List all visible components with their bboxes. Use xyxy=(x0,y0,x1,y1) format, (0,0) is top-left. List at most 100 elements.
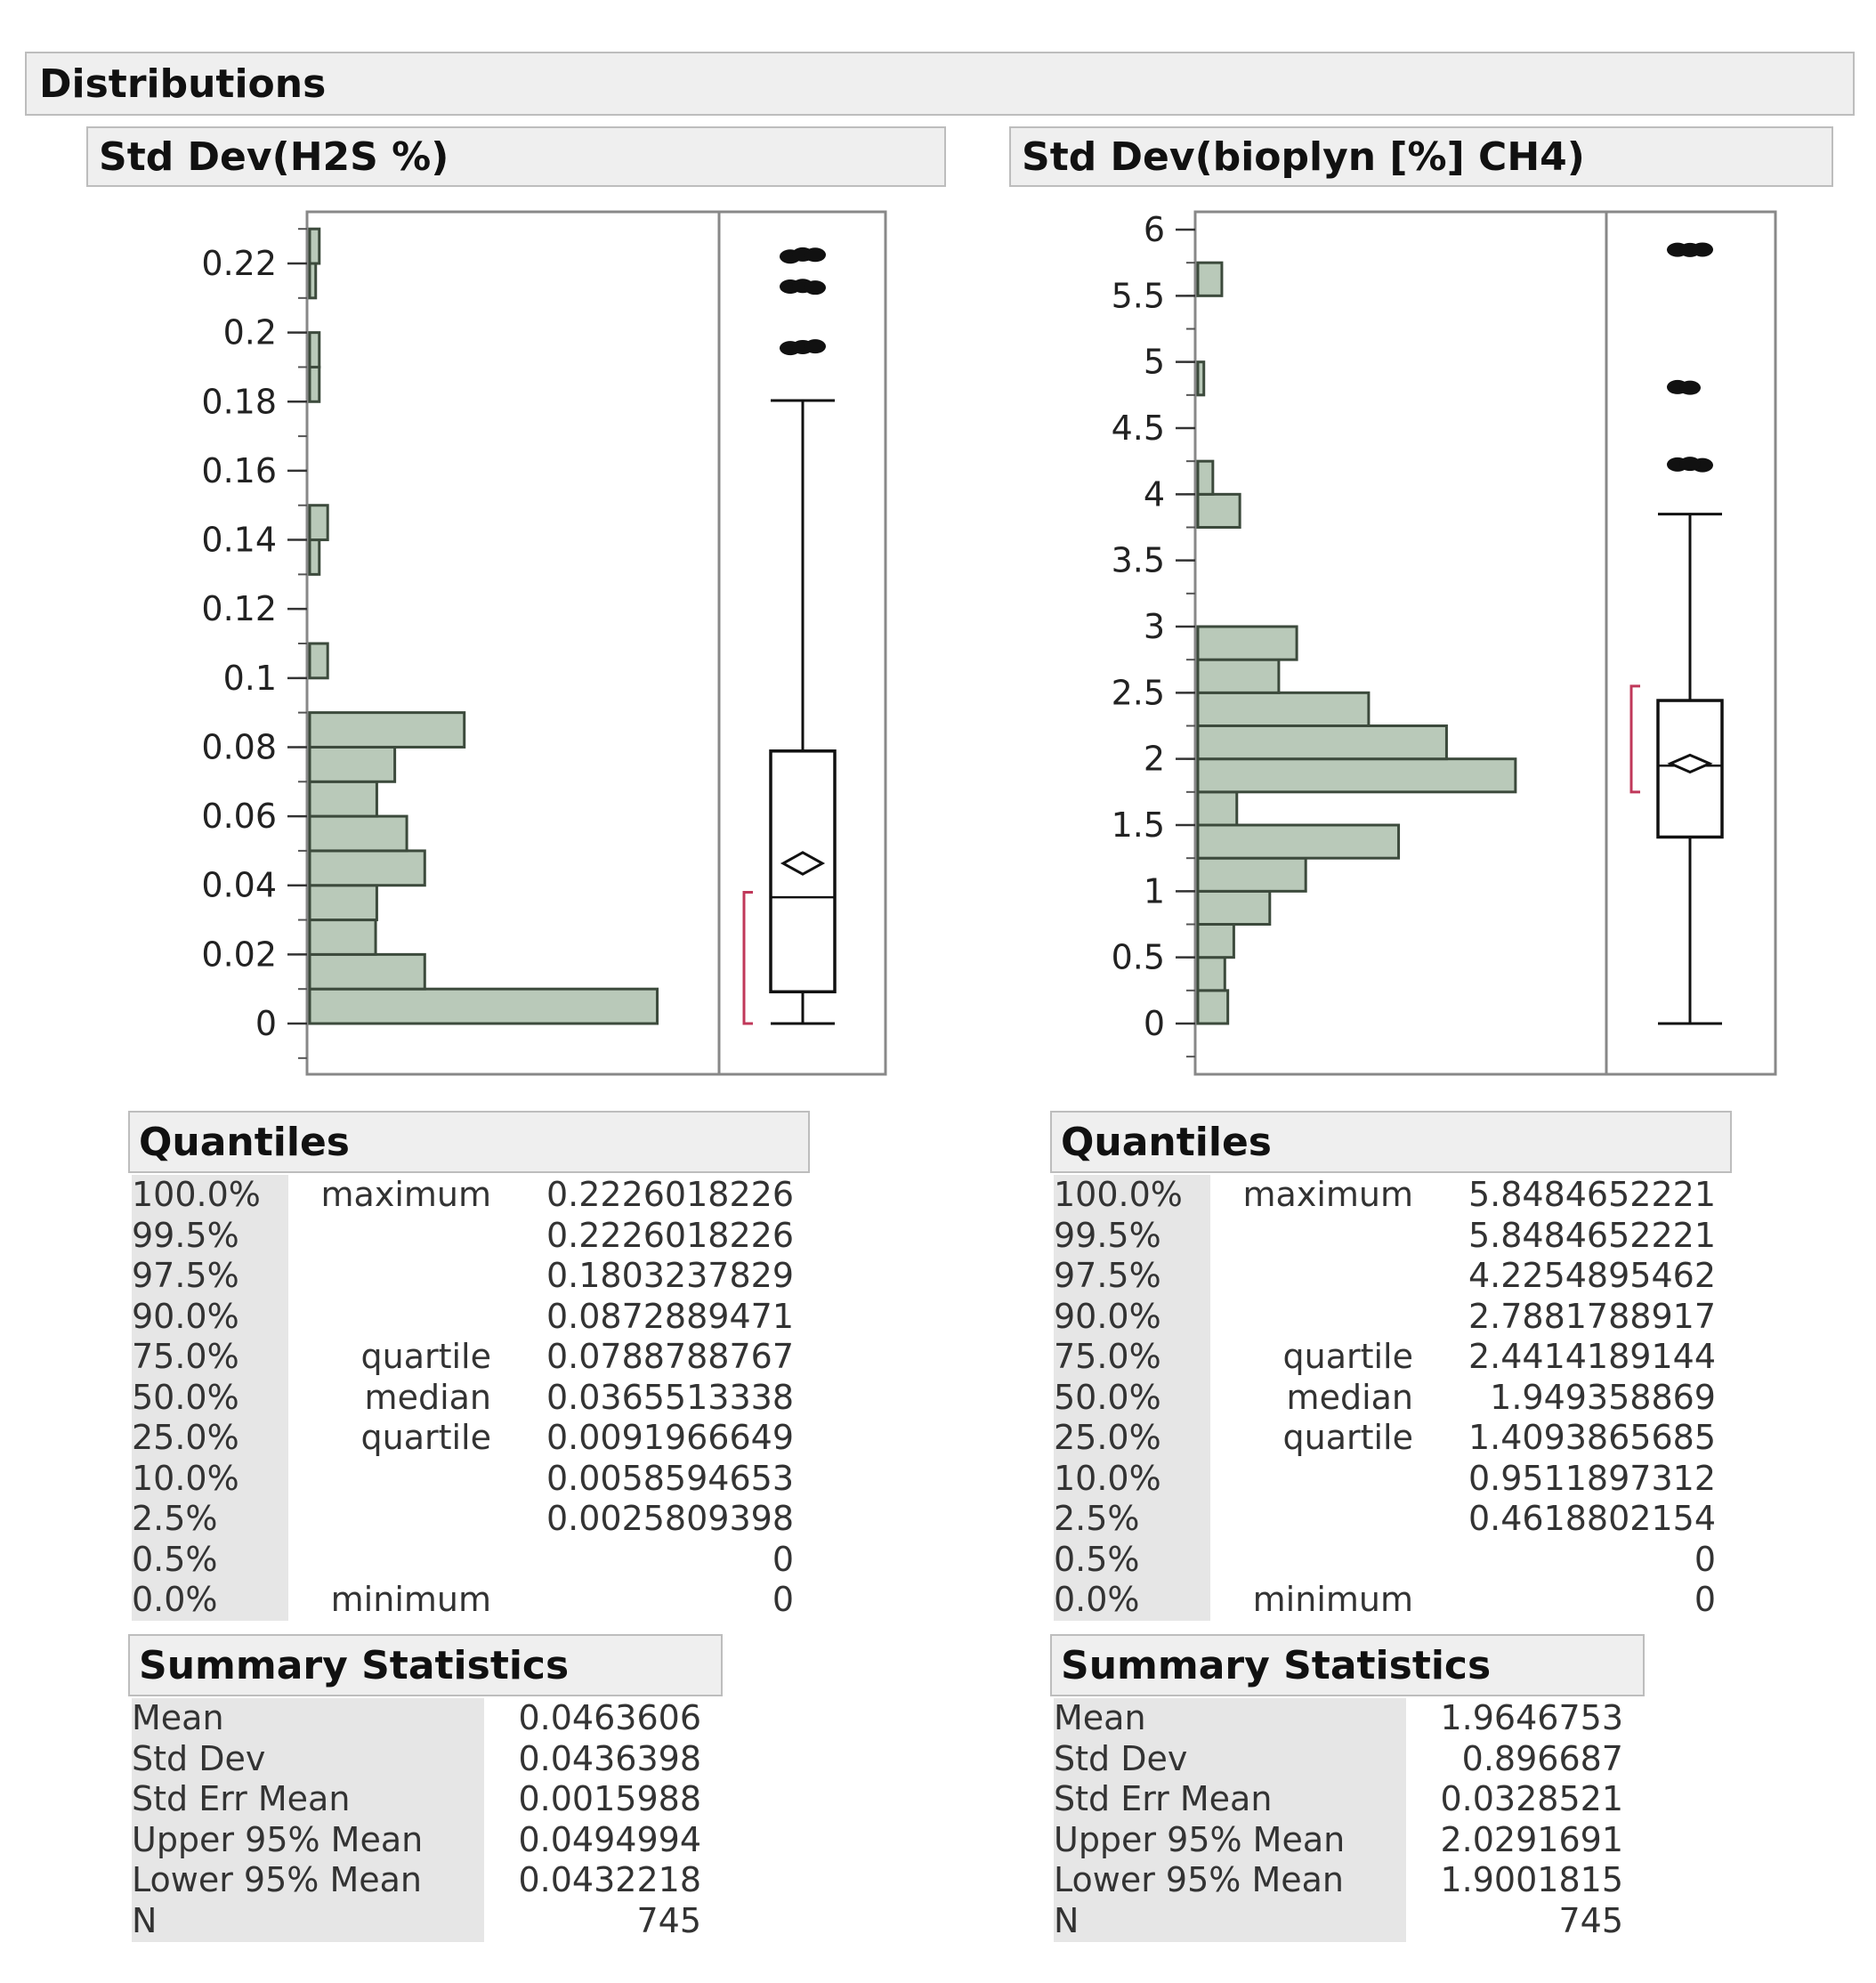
quantile-value: 4.2254895462 xyxy=(1468,1256,1716,1295)
quantiles-header-h2s[interactable]: Quantiles xyxy=(128,1111,810,1173)
quantile-label xyxy=(288,1216,491,1257)
histogram-bar xyxy=(1196,956,1226,992)
summary-value: 0.0015988 xyxy=(518,1779,702,1819)
quantile-pct: 0.5% xyxy=(1054,1539,1140,1579)
shortest-half-bracket xyxy=(1629,684,1640,794)
summary-label: Std Dev xyxy=(1054,1738,1188,1778)
summary-label: Std Err Mean xyxy=(132,1779,351,1819)
quantiles-table-h2s: 100.0% 99.5% 97.5% 90.0% 75.0% 50.0% 25.0% 10.0… xyxy=(132,1175,795,1621)
panel-header-h2s[interactable]: Std Dev(H2S %) xyxy=(86,126,946,187)
histogram-bar xyxy=(308,780,378,818)
histogram-bar xyxy=(308,642,329,680)
quantile-label: maximum xyxy=(1242,1175,1413,1214)
summary-value: 0.0432218 xyxy=(518,1860,702,1900)
distribution-plots: 0 0.02 0.04 0.06 0.08 0.1 0.12 0.14 0.16 0.18 0.2 0… xyxy=(201,210,1777,1076)
histogram-bar xyxy=(308,884,378,922)
summary-table-ch4: Mean Std Dev Std Err Mean Upper 95% Mean Low… xyxy=(1054,1698,1623,1942)
quantile-pct: 100.0% xyxy=(132,1175,261,1214)
quantile-pct: 10.0% xyxy=(1054,1458,1161,1498)
summary-value: 0.0494994 xyxy=(518,1819,702,1859)
quantile-pct: 0.0% xyxy=(1054,1580,1140,1619)
histogram-bar xyxy=(1196,823,1401,860)
outlier-point xyxy=(805,280,826,295)
summary-table-h2s: Mean Std Dev Std Err Mean Upper 95% Mean Low… xyxy=(132,1698,701,1942)
quantile-pct: 0.5% xyxy=(132,1539,218,1579)
summary-title-ch4: Summary Statistics xyxy=(1061,1642,1492,1688)
quantile-pct: 25.0% xyxy=(1054,1418,1161,1457)
panel-header-ch4[interactable]: Std Dev(bioplyn [%] CH4) xyxy=(1009,126,1833,187)
summary-label: Mean xyxy=(1054,1698,1146,1737)
histogram-bar xyxy=(308,331,321,368)
y-tick-label: 2.5 xyxy=(1112,673,1165,712)
quantile-label xyxy=(288,1256,491,1297)
histogram-bar xyxy=(308,227,321,265)
quantile-value: 5.8484652221 xyxy=(1468,1215,1716,1255)
summary-value: 0.0328521 xyxy=(1440,1779,1624,1819)
summary-header-ch4[interactable]: Summary Statistics xyxy=(1050,1634,1645,1696)
histogram-bar xyxy=(1196,923,1235,959)
outlier-point xyxy=(1679,380,1701,395)
quantile-label xyxy=(288,1297,491,1338)
summary-value: 745 xyxy=(636,1900,701,1940)
histogram-bar xyxy=(308,849,426,887)
histogram-bar xyxy=(1196,360,1206,397)
summary-header-h2s[interactable]: Summary Statistics xyxy=(128,1634,723,1696)
histogram-bar xyxy=(1196,261,1224,297)
histogram-bar xyxy=(1196,691,1371,727)
quantile-label xyxy=(1210,1540,1413,1581)
quantile-pct: 10.0% xyxy=(132,1458,239,1498)
panel-title-h2s: Std Dev(H2S %) xyxy=(99,134,449,180)
quantile-value: 0.2226018226 xyxy=(546,1175,794,1214)
quantile-label: quartile xyxy=(1282,1418,1413,1457)
quantiles-title-h2s: Quantiles xyxy=(139,1119,350,1165)
quantile-pct: 75.0% xyxy=(132,1337,239,1376)
histogram-bar xyxy=(1196,658,1281,694)
quantile-label xyxy=(288,1499,491,1540)
quantile-pct: 90.0% xyxy=(1054,1296,1161,1336)
quantile-label xyxy=(1210,1459,1413,1500)
histogram-bar xyxy=(1196,625,1298,661)
histogram-bar xyxy=(1196,459,1215,496)
quantile-value: 0.0365513338 xyxy=(546,1377,794,1417)
histogram-bar xyxy=(308,745,397,783)
y-tick-label: 0.16 xyxy=(201,451,277,490)
distributions-title: Distributions xyxy=(39,61,327,107)
y-tick-label: 0.12 xyxy=(201,589,277,628)
summary-value: 745 xyxy=(1558,1900,1623,1940)
summary-label: N xyxy=(1054,1900,1080,1940)
quantile-pct: 25.0% xyxy=(132,1418,239,1457)
y-tick-label: 0.18 xyxy=(201,382,277,421)
y-tick-label: 1 xyxy=(1144,871,1165,911)
quantile-value: 0.1803237829 xyxy=(546,1256,794,1295)
quantile-pct: 90.0% xyxy=(132,1296,239,1336)
summary-value: 0.896687 xyxy=(1461,1738,1623,1778)
summary-label: Lower 95% Mean xyxy=(1054,1860,1344,1900)
summary-label: Upper 95% Mean xyxy=(132,1819,424,1859)
y-tick-label: 0.22 xyxy=(201,244,277,283)
histogram-bar xyxy=(1196,889,1272,926)
histogram-bar xyxy=(1196,856,1307,893)
quantile-pct: 99.5% xyxy=(1054,1215,1161,1255)
y-tick-label: 5 xyxy=(1144,343,1165,382)
quantile-pct: 2.5% xyxy=(132,1499,218,1538)
summary-value: 1.9646753 xyxy=(1440,1698,1624,1737)
quantile-pct: 97.5% xyxy=(1054,1256,1161,1295)
quantile-pct: 99.5% xyxy=(132,1215,239,1255)
quantiles-header-ch4[interactable]: Quantiles xyxy=(1050,1111,1732,1173)
histogram-bar xyxy=(308,262,318,300)
shortest-half-bracket xyxy=(742,890,753,1025)
quantile-pct: 0.0% xyxy=(132,1580,218,1619)
quantile-pct: 97.5% xyxy=(132,1256,239,1295)
y-tick-label: 0 xyxy=(255,1004,277,1043)
quantile-pct: 2.5% xyxy=(1054,1499,1140,1538)
distributions-header[interactable]: Distributions xyxy=(25,52,1855,116)
quantile-label: maximum xyxy=(320,1175,491,1214)
histogram-bar xyxy=(308,814,408,853)
quantile-value: 0.0091966649 xyxy=(546,1418,794,1457)
histogram-bar xyxy=(1196,757,1517,794)
mean-diamond xyxy=(1667,753,1713,774)
summary-label: Lower 95% Mean xyxy=(132,1860,422,1900)
histogram-bar xyxy=(308,365,321,403)
quantile-value: 0.9511897312 xyxy=(1468,1458,1716,1498)
quantile-value: 0.2226018226 xyxy=(546,1215,794,1255)
